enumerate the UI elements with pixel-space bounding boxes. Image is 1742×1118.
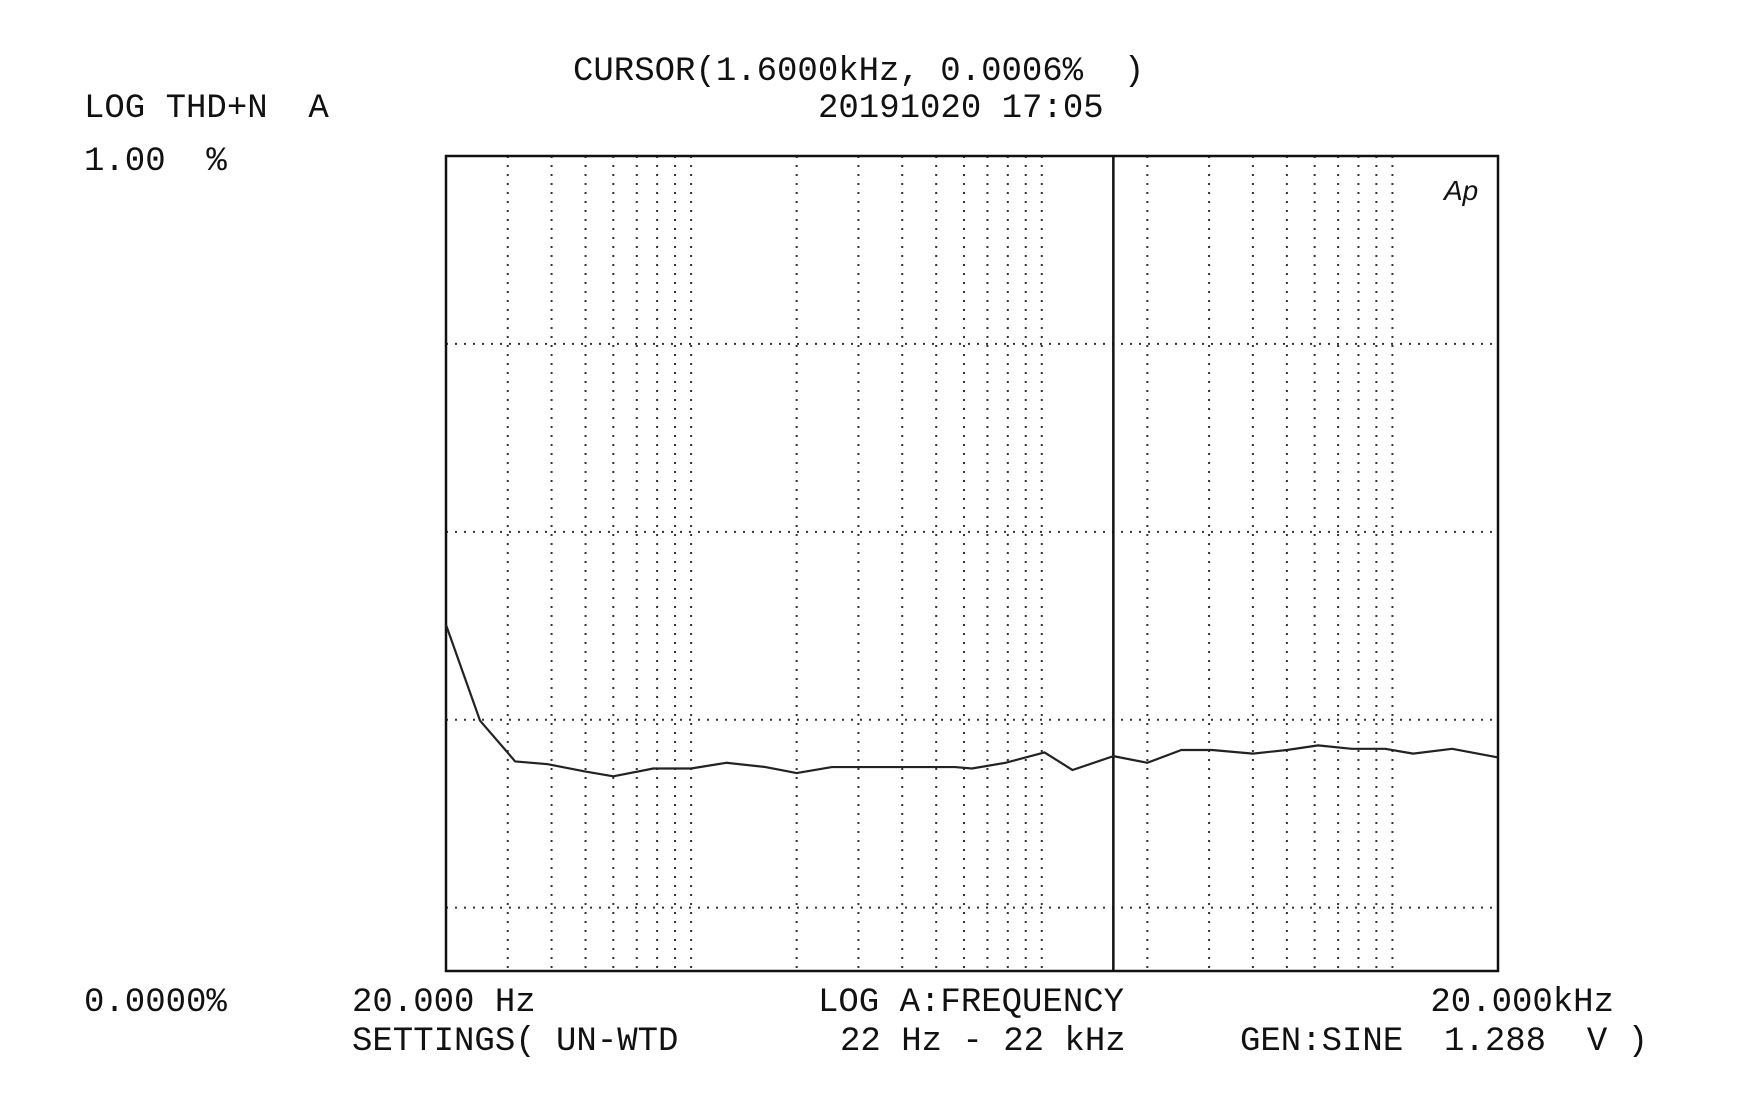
- plot-frame: [444, 154, 1500, 973]
- y-tick-label: 1.00 %: [84, 143, 227, 181]
- logo: Ap: [1442, 175, 1478, 206]
- x-axis-label: LOG A:FREQUENCY: [818, 984, 1124, 1022]
- chart-title: LOG THD+N A: [84, 90, 329, 128]
- settings: GEN:SINE 1.288 V ): [1240, 1023, 1648, 1061]
- data-line: [444, 624, 1499, 778]
- x-tick-label: 20.000kHz: [1430, 984, 1614, 1022]
- x-tick-label: 20.000 Hz: [352, 984, 536, 1022]
- cursor-readout: CURSOR(1.6000kHz, 0.0006% ): [573, 53, 1144, 91]
- settings: 22 Hz - 22 kHz: [840, 1023, 1126, 1061]
- timestamp: 20191020 17:05: [818, 90, 1104, 128]
- settings: SETTINGS( UN-WTD: [352, 1023, 678, 1061]
- y-tick-label: 0.0000%: [84, 984, 227, 1022]
